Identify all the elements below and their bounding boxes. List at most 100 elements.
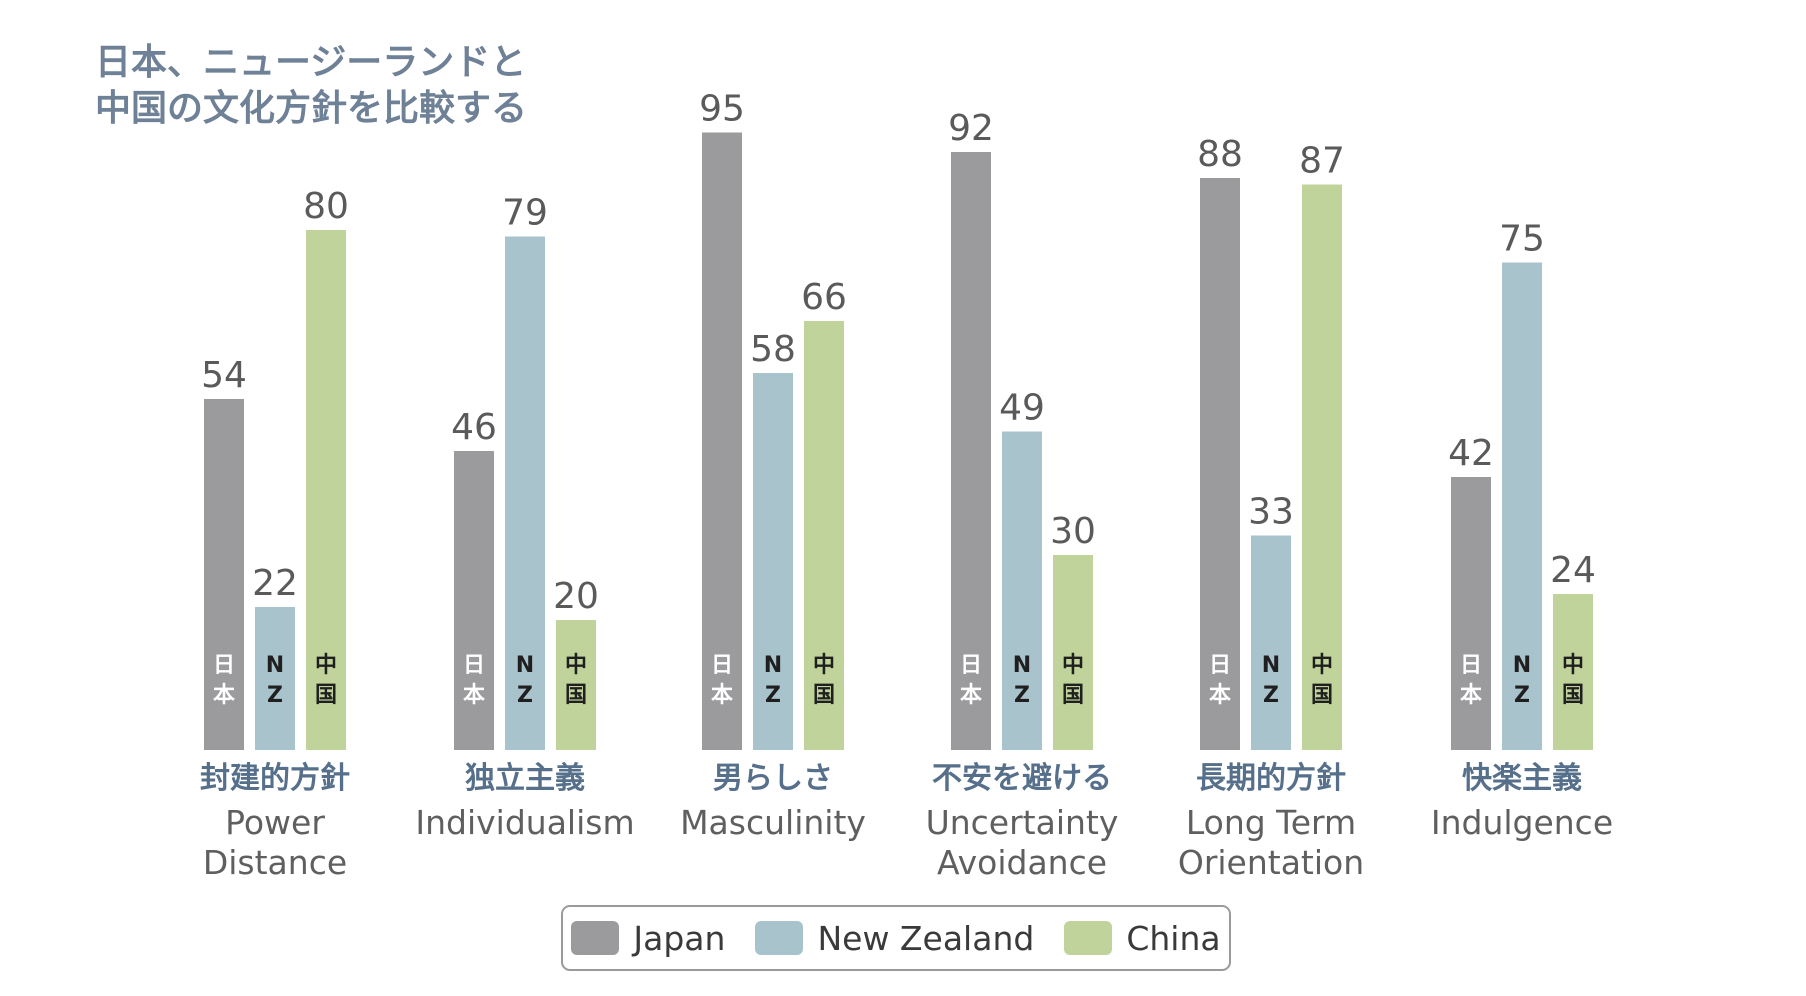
bar-japan-5 [1200,178,1240,750]
bar-inner-label-new-zealand-2: N [516,653,534,678]
bar-china-5 [1302,184,1342,750]
category-label-jp-3: 男らしさ [713,761,833,796]
category-label-en-5: Orientation [1178,843,1364,882]
bar-new-zealand-1 [255,607,295,750]
bar-new-zealand-4 [1002,431,1042,750]
legend-label-japan: Japan [633,918,726,958]
bar-inner-label-china-6: 国 [1562,683,1584,708]
bar-inner-label-new-zealand-1: Z [267,683,283,708]
bar-china-3 [804,321,844,750]
legend-label-china: China [1126,918,1221,958]
bar-inner-label-china-5: 国 [1311,683,1333,708]
bar-inner-label-japan-3: 本 [711,683,733,708]
bar-inner-label-new-zealand-3: N [764,653,782,678]
bar-japan-2 [454,451,494,750]
bar-inner-label-japan-4: 本 [960,683,982,708]
category-label-en-1: Distance [203,843,347,882]
bar-new-zealand-2 [505,236,545,750]
bar-inner-label-new-zealand-1: N [266,653,284,678]
category-label-jp-6: 快楽主義 [1462,761,1582,796]
category-label-jp-1: 封建的方針 [200,761,350,796]
value-label-japan-1: 54 [201,355,247,396]
chart-title: 日本、ニュージーランドと 中国の文化方針を比較する [95,40,527,132]
bar-new-zealand-6 [1502,262,1542,750]
value-label-china-2: 20 [553,576,599,617]
legend-swatch-japan [571,921,620,955]
value-label-japan-6: 42 [1448,433,1494,474]
legend-label-new-zealand: New Zealand [817,918,1035,958]
bar-china-1 [306,230,346,750]
bar-inner-label-japan-1: 日 [213,653,235,678]
bar-inner-label-japan-6: 日 [1460,653,1482,678]
bar-inner-label-new-zealand-4: N [1013,653,1031,678]
bar-japan-4 [951,152,991,750]
category-label-en-5: Long Term [1186,803,1356,842]
category-label-en-1: Power [225,803,325,842]
bar-inner-label-china-2: 国 [565,683,587,708]
value-label-china-4: 30 [1050,511,1096,552]
bar-inner-label-japan-4: 日 [960,653,982,678]
bar-japan-3 [702,132,742,750]
bar-japan-6 [1451,477,1491,750]
legend-swatch-china [1064,921,1113,955]
chart-legend: Japan New Zealand China [561,905,1231,971]
value-label-japan-2: 46 [451,407,497,448]
chart-title-line-1: 日本、ニュージーランドと [95,42,527,83]
bar-inner-label-china-2: 中 [565,653,587,678]
value-label-japan-3: 95 [699,89,745,130]
bar-inner-label-china-6: 中 [1562,653,1584,678]
bar-china-6 [1553,594,1593,750]
bar-inner-label-japan-2: 本 [463,683,485,708]
bar-new-zealand-3 [753,373,793,750]
category-label-en-3: Masculinity [680,803,866,842]
category-label-jp-2: 独立主義 [465,761,585,796]
value-label-new-zealand-6: 75 [1499,219,1545,260]
category-label-jp-4: 不安を避ける [932,761,1112,796]
bar-inner-label-new-zealand-2: Z [517,683,533,708]
category-label-en-4: Uncertainty [926,803,1119,842]
legend-item-china[interactable]: China [1064,918,1221,958]
bar-inner-label-china-5: 中 [1311,653,1333,678]
value-label-new-zealand-4: 49 [999,388,1045,429]
bar-inner-label-new-zealand-5: N [1262,653,1280,678]
bar-inner-label-new-zealand-5: Z [1263,683,1279,708]
bar-chart: 54日本22NZ80中国封建的方針PowerDistance46日本79NZ20… [200,89,1613,883]
bar-inner-label-japan-2: 日 [463,653,485,678]
bar-inner-label-china-1: 中 [315,653,337,678]
bar-japan-1 [204,399,244,750]
bar-inner-label-new-zealand-3: Z [765,683,781,708]
chart-title-line-2: 中国の文化方針を比較する [95,88,528,129]
bar-inner-label-japan-5: 日 [1209,653,1231,678]
legend-item-japan[interactable]: Japan [571,919,725,958]
bar-new-zealand-5 [1251,535,1291,750]
value-label-china-1: 80 [303,186,349,227]
bar-inner-label-japan-6: 本 [1460,683,1482,708]
category-label-en-2: Individualism [415,803,634,842]
value-label-japan-5: 88 [1197,134,1243,175]
bar-inner-label-china-4: 国 [1062,683,1084,708]
category-label-jp-5: 長期的方針 [1196,761,1346,796]
value-label-new-zealand-2: 79 [502,193,548,234]
value-label-new-zealand-1: 22 [252,563,298,604]
value-label-new-zealand-5: 33 [1248,492,1294,533]
bar-inner-label-new-zealand-6: N [1513,653,1531,678]
category-label-en-4: Avoidance [937,843,1107,882]
bar-inner-label-new-zealand-4: Z [1014,683,1030,708]
bar-inner-label-new-zealand-6: Z [1514,683,1530,708]
category-label-en-6: Indulgence [1431,803,1613,842]
bar-inner-label-china-1: 国 [315,683,337,708]
bar-inner-label-china-4: 中 [1062,653,1084,678]
value-label-new-zealand-3: 58 [750,329,796,370]
bar-inner-label-china-3: 中 [813,653,835,678]
legend-swatch-new-zealand [755,921,804,955]
bar-inner-label-japan-3: 日 [711,653,733,678]
value-label-china-6: 24 [1550,550,1596,591]
value-label-china-5: 87 [1299,141,1345,182]
bar-inner-label-japan-1: 本 [213,683,235,708]
bar-china-2 [556,620,596,750]
bar-inner-label-china-3: 国 [813,683,835,708]
bar-china-4 [1053,555,1093,750]
value-label-china-3: 66 [801,277,847,318]
legend-item-new-zealand[interactable]: New Zealand [755,919,1034,958]
bar-inner-label-japan-5: 本 [1209,683,1231,708]
